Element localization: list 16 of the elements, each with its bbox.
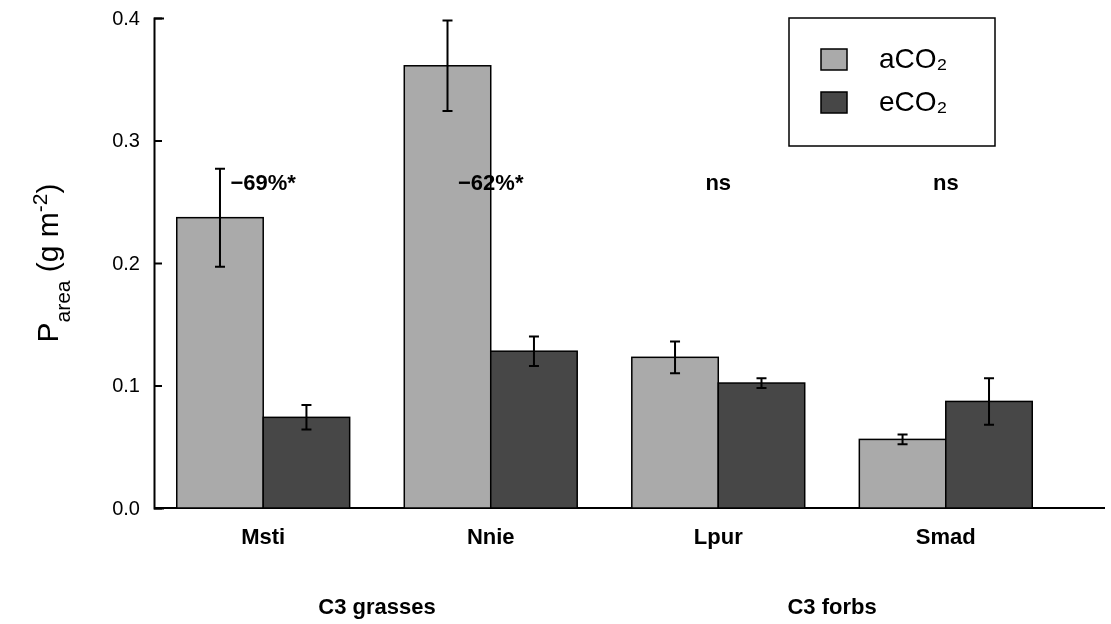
- text: C3 grasses: [318, 594, 436, 619]
- legend-label: aCO₂: [879, 43, 948, 74]
- legend-label: eCO₂: [879, 86, 948, 117]
- text: C3 forbs: [787, 594, 877, 619]
- x-tick-label: Nnie: [466, 524, 515, 549]
- x-tick-label: Msti: [241, 524, 286, 549]
- x-tick-label: Lpur: [693, 524, 744, 549]
- y-tick-label: 0.2: [112, 251, 140, 274]
- y-tick-label: 0.1: [112, 374, 140, 397]
- y-tick-label: 0.4: [112, 6, 140, 29]
- annotation: ns: [932, 170, 959, 195]
- y-tick-label: 0.0: [112, 496, 140, 519]
- y-tick-label: 0.3: [112, 129, 140, 152]
- annotation: ns: [705, 170, 732, 195]
- x-tick-label: Smad: [915, 524, 976, 549]
- annotation: −69%*: [230, 170, 297, 195]
